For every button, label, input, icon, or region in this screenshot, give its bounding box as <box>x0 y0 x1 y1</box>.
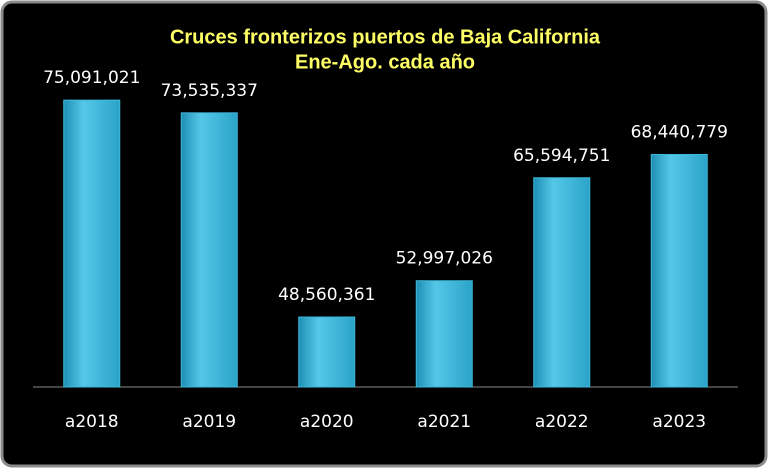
x-tick-label: a2021 <box>417 412 471 432</box>
bar <box>63 99 121 388</box>
x-tick-label: a2018 <box>65 412 119 432</box>
bar <box>533 177 591 388</box>
x-tick-label: a2020 <box>300 412 354 432</box>
value-label: 48,560,361 <box>278 285 375 305</box>
chart-subtitle: Ene-Ago. cada año <box>295 51 475 73</box>
chart-title: Cruces fronterizos puertos de Baja Calif… <box>170 26 601 48</box>
bar <box>180 112 238 388</box>
bar <box>650 153 708 388</box>
value-label: 73,535,337 <box>161 81 258 101</box>
value-label: 68,440,779 <box>631 122 728 142</box>
value-label: 65,594,751 <box>513 146 610 166</box>
value-label: 52,997,026 <box>396 249 493 269</box>
x-tick-label: a2022 <box>535 412 589 432</box>
x-tick-label: a2023 <box>652 412 706 432</box>
x-tick-label: a2019 <box>182 412 236 432</box>
value-label: 75,091,021 <box>43 68 140 88</box>
bar <box>298 316 356 388</box>
bar <box>415 280 473 388</box>
